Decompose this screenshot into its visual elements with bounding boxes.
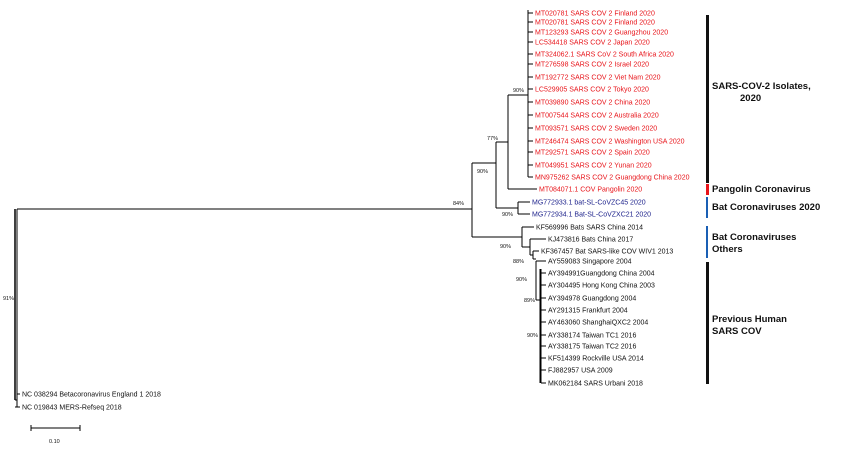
leaf-label: AY394991Guangdong China 2004: [548, 271, 655, 278]
leaf-label: LC534418 SARS COV 2 Japan 2020: [535, 40, 650, 47]
bootstrap-values: 90% 77% 90% 84% 90% 90% 88% 90% 89% 90% …: [3, 88, 538, 339]
leaf-label: AY338175 Taiwan TC2 2016: [548, 344, 636, 351]
leaf-label: MT246474 SARS COV 2 Washington USA 2020: [535, 139, 685, 146]
bootstrap-value: 90%: [516, 277, 527, 283]
group-label-bat-2020: Bat Coronaviruses 2020: [712, 202, 820, 213]
bootstrap-value: 90%: [502, 212, 513, 218]
leaf-label: MT192772 SARS COV 2 Viet Nam 2020: [535, 75, 661, 82]
leaf-label: KF367457 Bat SARS-like COV WIV1 2013: [541, 249, 673, 256]
scale-bar-label: 0.10: [49, 439, 60, 445]
leaf-label: NC 019843 MERS-Refseq 2018: [22, 405, 122, 412]
group-bar-sars-cov-2: [706, 15, 709, 183]
bootstrap-value: 77%: [487, 136, 498, 142]
leaf-label: KF514399 Rockville USA 2014: [548, 356, 644, 363]
scale-bar: [30, 425, 81, 431]
leaf-label: MT039890 SARS COV 2 China 2020: [535, 100, 650, 107]
group-label-sars-cov-2: SARS-COV-2 Isolates,: [712, 81, 811, 92]
group-label-bat-others: Bat Coronaviruses: [712, 232, 796, 243]
leaf-label: MT292571 SARS COV 2 Spain 2020: [535, 150, 650, 157]
bootstrap-value: 84%: [453, 201, 464, 207]
bootstrap-value: 90%: [477, 169, 488, 175]
group-labels: SARS-COV-2 Isolates, 2020 Pangolin Coron…: [712, 81, 820, 337]
group-bars: [706, 15, 709, 384]
leaf-label: AY338174 Taiwan TC1 2016: [548, 333, 636, 340]
leaf-label: MT020781 SARS COV 2 Finland 2020: [535, 11, 655, 18]
group-label-pangolin: Pangolin Coronavirus: [712, 184, 811, 195]
leaf-label: MT007544 SARS COV 2 Australia 2020: [535, 113, 659, 120]
leaf-label: MT123293 SARS COV 2 Guangzhou 2020: [535, 30, 668, 37]
leaf-label: MT324062.1 SARS CoV 2 South Africa 2020: [535, 52, 674, 59]
leaf-label: AY463060 ShanghaiQXC2 2004: [548, 320, 648, 327]
bootstrap-value: 91%: [3, 296, 14, 302]
group-label-sars-cov-2-year: 2020: [740, 93, 761, 104]
bootstrap-value: 90%: [527, 333, 538, 339]
tree-leaves: MT020781 SARS COV 2 Finland 2020 MT020781…: [17, 11, 690, 412]
leaf-label: MN975262 SARS COV 2 Guangdong China 2020: [535, 175, 690, 182]
leaf-label: MG772933.1 bat-SL-CoVZC45 2020: [532, 200, 646, 207]
leaf-label: FJ882957 USA 2009: [548, 368, 613, 375]
group-bar-bat-2020: [706, 197, 708, 218]
leaf-label: MT276598 SARS COV 2 Israel 2020: [535, 62, 649, 69]
leaf-label: KF569996 Bats SARS China 2014: [536, 225, 643, 232]
group-label-human-sars: Previous Human: [712, 314, 787, 325]
leaf-label: MT020781 SARS COV 2 Finland 2020: [535, 20, 655, 27]
leaf-label: NC 038294 Betacoronavirus England 1 2018: [22, 392, 161, 399]
leaf-label: MT084071.1 COV Pangolin 2020: [539, 187, 642, 194]
leaf-label: MT049951 SARS COV 2 Yunan 2020: [535, 163, 652, 170]
group-label-human-sars-2: SARS COV: [712, 326, 762, 337]
leaf-label: MT093571 SARS COV 2 Sweden 2020: [535, 126, 657, 133]
group-bar-bat-others: [706, 226, 708, 258]
leaf-label: MG772934.1 Bat-SL-CoVZXC21 2020: [532, 212, 651, 219]
leaf-label: KJ473816 Bats China 2017: [548, 237, 633, 244]
bootstrap-value: 88%: [513, 259, 524, 265]
leaf-label: LC529905 SARS COV 2 Tokyo 2020: [535, 87, 649, 94]
bootstrap-value: 90%: [500, 244, 511, 250]
leaf-label: AY559083 Singapore 2004: [548, 259, 632, 266]
bootstrap-value: 90%: [513, 88, 524, 94]
tree-branches: [14, 10, 545, 408]
leaf-label: AY291315 Frankfurt 2004: [548, 308, 628, 315]
leaf-label: AY304495 Hong Kong China 2003: [548, 283, 655, 290]
leaf-label: AY394978 Guangdong 2004: [548, 296, 636, 303]
group-bar-human-sars: [706, 262, 709, 384]
bootstrap-value: 89%: [524, 298, 535, 304]
group-label-bat-others-2: Others: [712, 244, 743, 255]
group-bar-pangolin: [706, 184, 709, 195]
leaf-label: MK062184 SARS Urbani 2018: [548, 381, 643, 388]
